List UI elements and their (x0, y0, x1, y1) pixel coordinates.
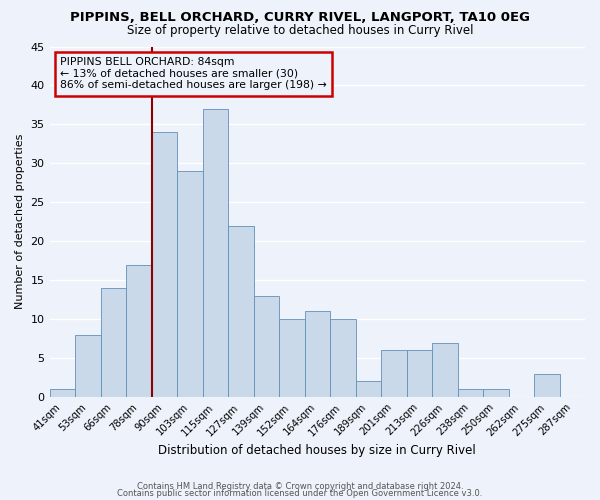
Bar (75, 334, 101, 397)
Bar (407, 350, 432, 397)
Bar (279, 319, 305, 397)
Bar (381, 350, 407, 397)
Bar (356, 382, 381, 397)
Bar (50, 390, 75, 397)
Y-axis label: Number of detached properties: Number of detached properties (15, 134, 25, 310)
Text: PIPPINS, BELL ORCHARD, CURRY RIVEL, LANGPORT, TA10 0EG: PIPPINS, BELL ORCHARD, CURRY RIVEL, LANG… (70, 11, 530, 24)
Bar (305, 312, 330, 397)
Bar (330, 319, 356, 397)
Bar (126, 264, 152, 397)
Bar (254, 296, 279, 397)
Text: PIPPINS BELL ORCHARD: 84sqm
← 13% of detached houses are smaller (30)
86% of sem: PIPPINS BELL ORCHARD: 84sqm ← 13% of det… (60, 57, 327, 90)
Text: Contains public sector information licensed under the Open Government Licence v3: Contains public sector information licen… (118, 490, 482, 498)
Bar (152, 132, 177, 397)
Bar (534, 374, 560, 397)
Bar (483, 390, 509, 397)
Text: Contains HM Land Registry data © Crown copyright and database right 2024.: Contains HM Land Registry data © Crown c… (137, 482, 463, 491)
Bar (101, 288, 126, 397)
Bar (458, 390, 483, 397)
Bar (177, 171, 203, 397)
X-axis label: Distribution of detached houses by size in Curry Rivel: Distribution of detached houses by size … (158, 444, 476, 458)
Bar (203, 109, 228, 397)
Text: Size of property relative to detached houses in Curry Rivel: Size of property relative to detached ho… (127, 24, 473, 37)
Bar (432, 342, 458, 397)
Bar (228, 226, 254, 397)
